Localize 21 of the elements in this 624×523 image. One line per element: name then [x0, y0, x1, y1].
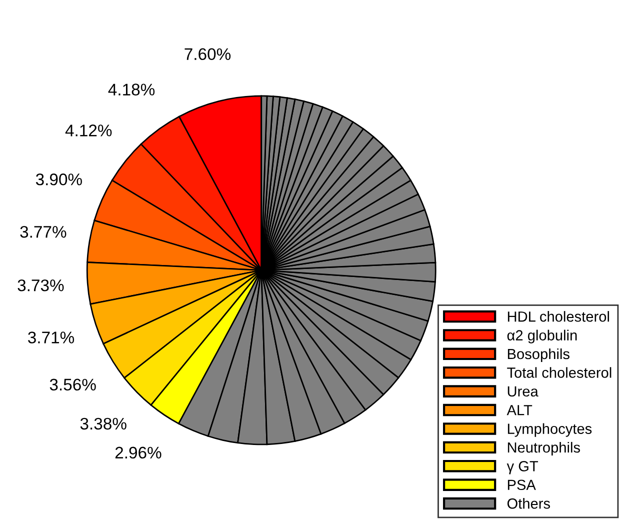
legend-label: Total cholesterol [507, 367, 612, 378]
data-label: 4.12% [65, 124, 112, 136]
data-label: 2.96% [115, 446, 162, 459]
data-label: 3.38% [80, 418, 126, 430]
data-label: 7.60% [184, 48, 231, 60]
data-label: 3.77% [20, 226, 66, 238]
data-label: 3.73% [18, 279, 64, 292]
legend-label: α2 globulin [507, 330, 577, 344]
legend-label: ALT [506, 405, 532, 416]
data-label: 3.71% [28, 332, 74, 344]
legend-label: γ GT [506, 461, 538, 474]
legend-label: Bosophils [508, 348, 570, 362]
legend-label: Neutrophils [508, 442, 580, 456]
data-label: 3.56% [50, 378, 96, 391]
legend-label: PSA [508, 480, 536, 490]
legend-label: Others [507, 498, 550, 509]
data-label: 3.90% [36, 174, 82, 186]
legend-label: Lymphocytes [508, 423, 592, 437]
legend-label: HDL cholesterol [508, 311, 609, 322]
data-label: 4.18% [108, 84, 155, 96]
legend-label: Urea [508, 386, 538, 397]
